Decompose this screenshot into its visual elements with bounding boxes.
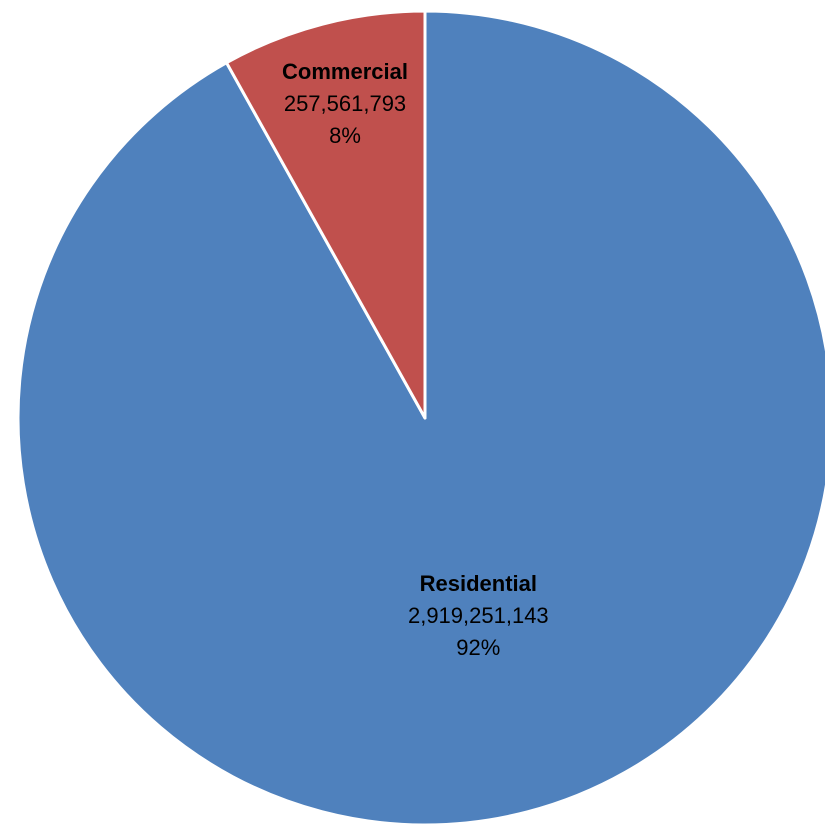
slice-label-name-commercial: Commercial <box>282 59 408 84</box>
pie-slice-residential <box>16 9 825 827</box>
pie-slice-commercial <box>225 9 427 420</box>
slice-label-percent-commercial: 8% <box>329 123 361 148</box>
slice-label-value-commercial: 257,561,793 <box>284 91 406 116</box>
slice-label-name-residential: Residential <box>420 571 537 596</box>
pie-slices <box>16 9 825 827</box>
pie-labels: Residential 2,919,251,143 92% Commercial 257… <box>282 59 549 660</box>
slice-label-percent-residential: 92% <box>456 635 500 660</box>
slice-label-value-residential: 2,919,251,143 <box>408 603 549 628</box>
